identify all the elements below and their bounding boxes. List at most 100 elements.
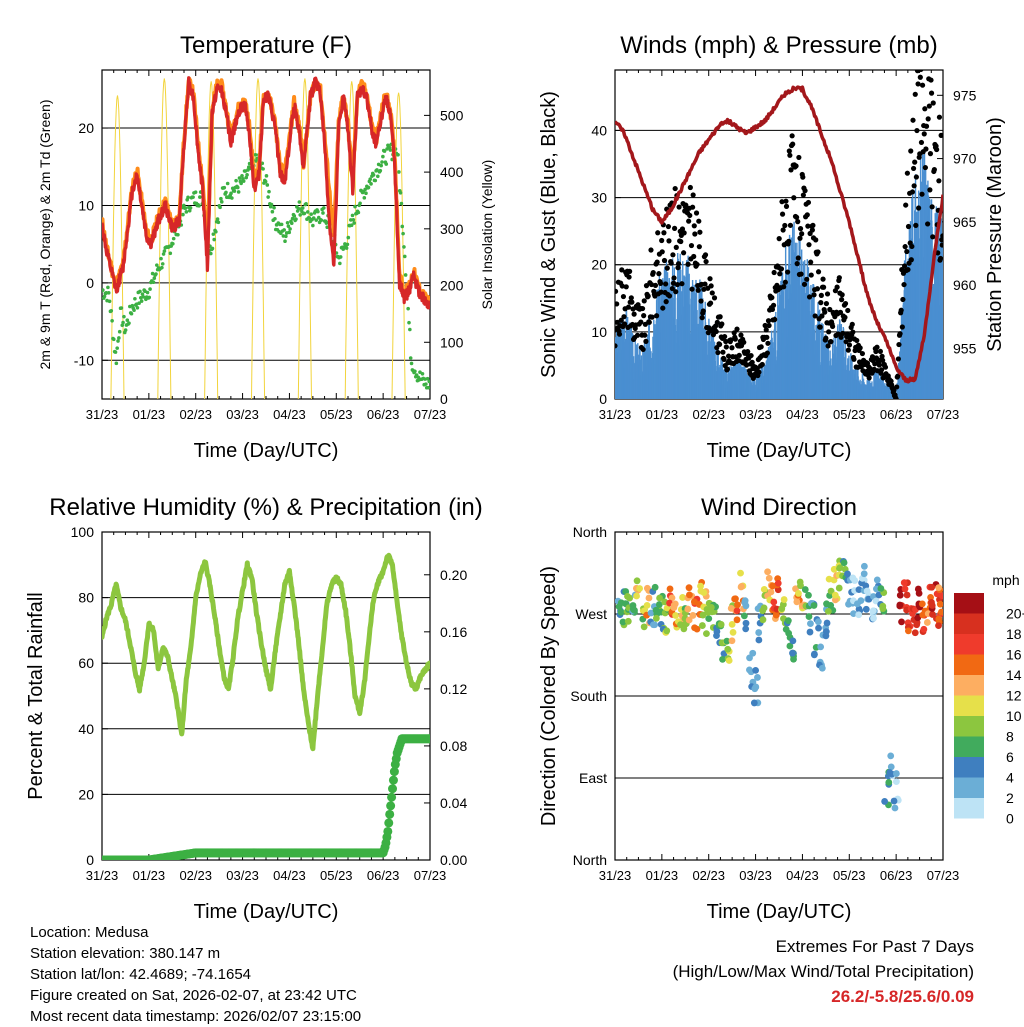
y-tick-label: 0 <box>599 391 607 407</box>
direction-point <box>911 629 919 637</box>
x-tick-label: 06/23 <box>367 868 400 883</box>
legend-label: 2 <box>1006 790 1014 806</box>
dewpoint-point <box>245 173 249 177</box>
gust-point <box>790 141 796 147</box>
dewpoint-point <box>304 202 308 206</box>
gust-point <box>872 361 878 367</box>
direction-point <box>915 590 923 597</box>
direction-point <box>685 616 693 624</box>
direction-point <box>870 614 877 622</box>
gust-point <box>619 267 625 273</box>
direction-point <box>840 559 848 567</box>
legend-label: 16 <box>1006 646 1022 662</box>
y-tick-label: 100 <box>71 524 95 540</box>
direction-point <box>879 602 887 610</box>
gust-point <box>713 328 719 335</box>
y-tick-label: 60 <box>78 655 94 671</box>
gust-point <box>663 299 669 305</box>
direction-point <box>663 627 671 635</box>
legend-label: 14 <box>1006 667 1022 683</box>
gust-point <box>659 249 665 255</box>
direction-point <box>755 636 763 644</box>
direction-point <box>862 582 870 590</box>
gust-point <box>908 257 914 263</box>
gust-point <box>819 313 825 319</box>
direction-point <box>938 592 943 600</box>
gust-point <box>758 344 764 350</box>
y2-tick-label: 0 <box>440 391 448 407</box>
direction-point <box>672 612 680 619</box>
direction-point <box>919 611 927 619</box>
precip-point <box>384 818 394 828</box>
dewpoint-point <box>279 222 284 227</box>
gust-point <box>769 306 776 312</box>
dewpoint-point <box>109 308 114 313</box>
direction-point <box>918 600 926 608</box>
gust-point <box>625 304 632 310</box>
gust-point <box>903 202 909 208</box>
dewpoint-point <box>289 221 294 226</box>
dewpoint-point <box>316 209 320 214</box>
x-tick-label: 03/23 <box>739 868 772 883</box>
dewpoint-point <box>346 235 351 240</box>
dewpoint-point <box>314 218 319 222</box>
gust-point <box>621 321 628 327</box>
gust-point <box>692 231 698 237</box>
x-tick-label: 01/23 <box>646 868 679 883</box>
winds-xlabel: Time (Day/UTC) <box>707 440 852 462</box>
y-tick-label: North <box>573 524 607 540</box>
gust-point <box>779 211 786 217</box>
direction-point <box>626 594 634 602</box>
direction-point <box>784 617 792 625</box>
dewpoint-point <box>151 280 156 285</box>
gust-point <box>922 106 928 112</box>
gust-point <box>699 315 705 321</box>
direction-point <box>928 583 936 591</box>
direction-point <box>700 589 708 597</box>
gust-point <box>869 354 876 360</box>
dewpoint-point <box>160 262 165 266</box>
direction-point <box>862 605 870 613</box>
elevation-text: Station elevation: 380.147 m <box>30 945 221 962</box>
gust-point <box>766 322 772 329</box>
direction-point <box>698 622 706 629</box>
gust-point <box>836 275 842 281</box>
direction-point <box>896 591 904 599</box>
direction-point <box>728 637 736 645</box>
gust-point <box>701 286 707 292</box>
gust-point <box>700 308 706 314</box>
y-tick-label: 40 <box>78 721 94 737</box>
dewpoint-point <box>182 203 186 208</box>
direction-point <box>624 617 632 625</box>
gust-point <box>828 339 834 345</box>
x-tick-label: 02/23 <box>692 407 725 422</box>
legend-label: 8 <box>1006 728 1014 744</box>
gust-point <box>696 218 702 224</box>
gust-point <box>681 230 687 236</box>
gust-point <box>795 219 801 225</box>
gust-point <box>857 345 863 351</box>
plot-area <box>102 76 430 399</box>
gust-point <box>786 148 792 154</box>
gust-point <box>745 348 751 355</box>
gust-point <box>689 286 695 292</box>
dewpoint-point <box>409 361 414 366</box>
gust-point <box>821 284 827 290</box>
dewpoint-point <box>191 195 195 199</box>
gust-point <box>780 227 786 233</box>
gust-point <box>820 276 826 282</box>
dewpoint-point <box>188 206 193 210</box>
direction-point <box>655 601 663 608</box>
dewpoint-point <box>114 361 119 366</box>
wind_direction-panel: Wind Direction 31/23 01/23 02/23 03/23 04/23 0… <box>538 494 959 923</box>
wind_direction-title: Wind Direction <box>701 494 857 521</box>
gust-point <box>913 222 919 228</box>
gust-point <box>765 318 772 324</box>
gust-point <box>930 234 936 240</box>
gust-point <box>673 244 679 250</box>
legend-swatch <box>954 798 984 819</box>
dewpoint-point <box>133 296 137 301</box>
gust-point <box>689 204 696 210</box>
y-tick-label: South <box>570 688 607 704</box>
gust-point <box>826 329 832 335</box>
